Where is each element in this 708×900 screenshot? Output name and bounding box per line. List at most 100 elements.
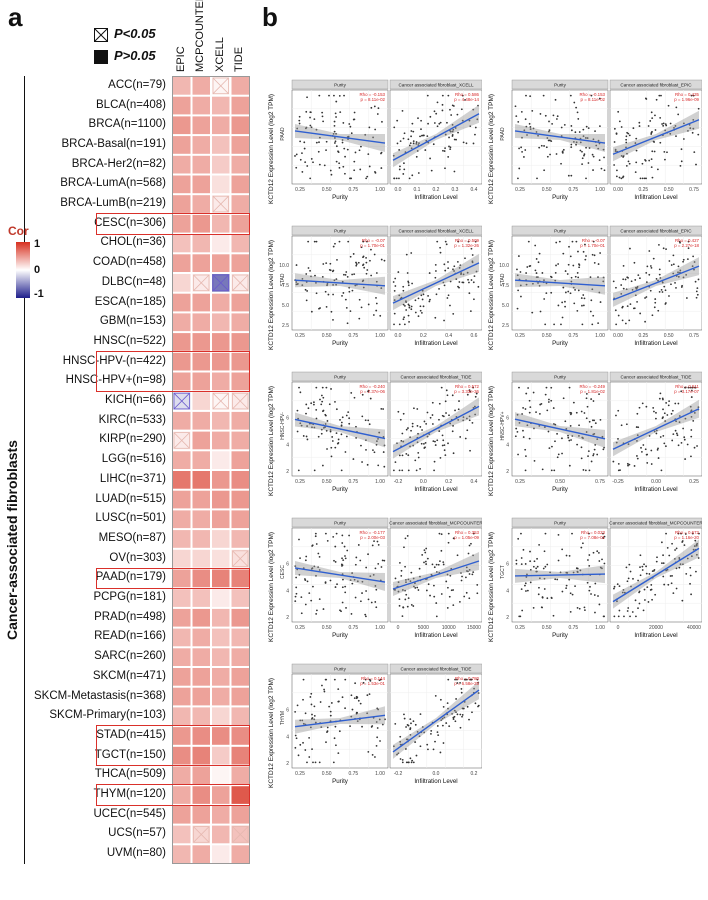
scatter-point: [424, 149, 427, 151]
scatter-point: [447, 442, 449, 445]
heatmap-cell: [173, 313, 191, 332]
highlight-box: [96, 567, 250, 590]
scatter-point: [302, 722, 305, 725]
heatmap-row-label: KIRC(n=533): [98, 413, 166, 426]
scatter-point: [428, 272, 431, 274]
scatter-point: [520, 588, 523, 591]
scatter-point: [662, 247, 665, 250]
scatter-point: [419, 135, 421, 138]
scatter-point: [617, 110, 620, 113]
scatter-point: [524, 149, 527, 151]
heatmap-cell: [173, 372, 191, 391]
scatter-point: [556, 115, 559, 118]
heatmap-cell: [192, 333, 210, 351]
scatter-point: [613, 587, 615, 590]
heatmap-row-label: BRCA-Basal(n=191): [61, 137, 166, 150]
heatmap-row-label: LIHC(n=371): [99, 472, 166, 485]
scatter-point: [582, 304, 585, 307]
scatter-point: [588, 589, 591, 592]
scatter-point: [411, 425, 414, 428]
scatter-point: [306, 438, 309, 441]
scatter-point: [421, 429, 423, 431]
facet-strip-label: Purity: [334, 229, 346, 234]
scatter-point: [582, 294, 585, 296]
scatter-point: [689, 574, 692, 577]
scatter-point: [442, 281, 445, 284]
rho-label: Rho = -0.07: [582, 238, 606, 243]
scatter-point: [527, 387, 530, 389]
scatter-point: [299, 140, 302, 143]
facet-strip: [511, 79, 609, 90]
scatter-point: [305, 110, 308, 113]
scatter-point: [476, 592, 479, 595]
scatter-xlabel: Infiltration Level: [634, 194, 677, 201]
scatter-xtick: 0.50: [322, 479, 332, 485]
scatter-point: [579, 141, 582, 144]
heatmap-cell: [173, 333, 191, 351]
scatter-point: [310, 275, 312, 278]
scatter-point: [528, 411, 531, 414]
scatter-point: [537, 593, 540, 596]
scatter-point: [637, 426, 640, 429]
scatter-point: [460, 273, 462, 275]
scatter-point: [655, 560, 658, 563]
scatter-point: [627, 577, 630, 580]
scatter-point: [459, 726, 462, 729]
scatter-point: [302, 678, 305, 681]
scatter-point: [529, 406, 532, 409]
scatter-point: [416, 150, 419, 152]
scatter-point: [654, 298, 657, 300]
scatter-xtick: 0.50: [322, 187, 332, 193]
heatmap-cell: [212, 293, 230, 312]
scatter-point: [377, 708, 380, 711]
scatter-point: [418, 142, 420, 145]
scatter-point: [407, 578, 410, 581]
regression-line: [392, 689, 480, 753]
heatmap-cell: [212, 549, 230, 568]
scatter-point: [417, 144, 420, 146]
scatter-point: [548, 129, 551, 132]
scatter-point: [411, 122, 414, 125]
scatter-point: [646, 462, 649, 464]
scatter-point: [410, 429, 412, 432]
scatter-point: [404, 565, 406, 568]
scatter-point: [618, 176, 621, 179]
scatter-point: [304, 578, 306, 580]
scatter-point: [313, 469, 316, 472]
scatter-xlabel: Purity: [332, 778, 349, 785]
scatter-point: [382, 436, 385, 438]
heatmap-cell: [212, 234, 230, 253]
heatmap-row-label: OV(n=303): [109, 551, 166, 564]
scatter-point: [334, 140, 337, 143]
scatter-point: [457, 419, 460, 421]
scatter-point: [405, 593, 408, 596]
scatter-point: [523, 156, 525, 158]
regression-line: [392, 262, 480, 304]
scatter-point: [643, 588, 646, 591]
scatter-point: [435, 571, 438, 573]
scatter-point: [460, 691, 463, 694]
scatter-point: [614, 309, 617, 312]
scatter-ytick: 7.5: [502, 283, 509, 289]
scatter-point: [308, 736, 311, 739]
scatter-point: [572, 140, 575, 143]
regression-line: [392, 405, 480, 453]
scatter-point: [533, 459, 536, 462]
scatter-point: [696, 287, 699, 290]
scatter-point: [305, 273, 308, 275]
scatter-point: [348, 123, 351, 125]
scatter-point: [317, 566, 320, 569]
scatter-point: [476, 584, 479, 586]
scatter-point: [564, 305, 566, 308]
scatter-point: [616, 600, 618, 603]
legend-tick-min: -1: [34, 288, 44, 300]
scatter-point: [662, 398, 664, 401]
scatter-ylabel: KCTD12 Expression Level (log2 TPM): [488, 239, 495, 350]
scatter-xlabel: Infiltration Level: [634, 340, 677, 347]
scatter-point: [602, 448, 605, 451]
scatter-xtick: 0.25: [638, 333, 648, 339]
heatmap-cell: [231, 313, 249, 332]
scatter-point: [454, 678, 456, 681]
scatter-point: [464, 98, 466, 101]
scatter-point: [585, 255, 587, 257]
